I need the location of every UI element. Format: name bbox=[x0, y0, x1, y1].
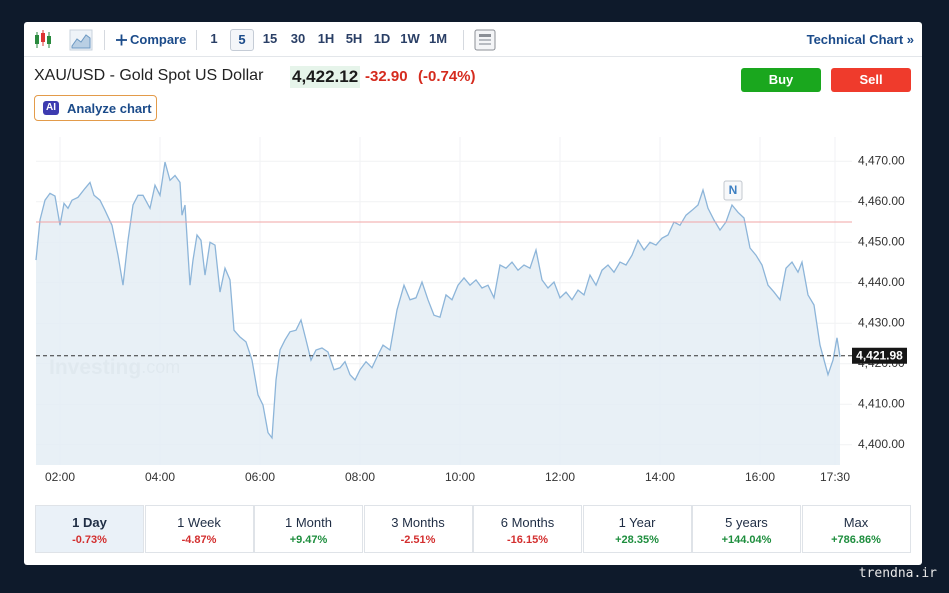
y-tick-label: 4,430.00 bbox=[858, 315, 905, 329]
toolbar-separator bbox=[196, 30, 197, 50]
period-change: +9.47% bbox=[289, 534, 328, 546]
x-tick-label: 12:00 bbox=[545, 470, 575, 484]
y-tick-label: 4,400.00 bbox=[858, 437, 905, 451]
x-tick-label: 14:00 bbox=[645, 470, 675, 484]
y-tick-label: 4,460.00 bbox=[858, 194, 905, 208]
period-label: 1 Day bbox=[72, 515, 107, 530]
x-tick-label: 04:00 bbox=[145, 470, 175, 484]
period-cell[interactable]: 1 Year +28.35% bbox=[582, 505, 692, 553]
last-price: 4,422.12 bbox=[290, 66, 361, 88]
interval-button[interactable]: 1 bbox=[210, 31, 218, 46]
toolbar-icons bbox=[24, 29, 922, 57]
period-cell[interactable]: Max +786.86% bbox=[801, 505, 911, 553]
interval-button[interactable]: 15 bbox=[262, 31, 278, 46]
analyze-chart-label: Analyze chart bbox=[67, 101, 152, 116]
price-area bbox=[36, 162, 840, 465]
interval-button[interactable]: 1H bbox=[317, 31, 335, 46]
interval-button[interactable]: 5H bbox=[345, 31, 363, 46]
toolbar-separator bbox=[463, 30, 464, 50]
period-change: +786.86% bbox=[831, 534, 881, 546]
news-marker bbox=[723, 180, 743, 201]
period-label: 5 years bbox=[725, 515, 768, 530]
ai-badge: AI bbox=[43, 101, 59, 115]
period-label: 1 Month bbox=[285, 515, 332, 530]
toolbar-separator bbox=[104, 30, 105, 50]
period-label: 3 Months bbox=[391, 515, 445, 530]
price-line bbox=[35, 161, 841, 440]
x-tick-label: 16:00 bbox=[745, 470, 775, 484]
technical-chart-link[interactable]: Technical Chart » bbox=[806, 32, 914, 47]
period-cell[interactable]: 6 Months -16.15% bbox=[473, 505, 582, 553]
x-tick-label: 10:00 bbox=[445, 470, 475, 484]
period-change: -2.51% bbox=[400, 534, 436, 546]
chart: 4,400.004,410.004,420.004,430.004,440.00… bbox=[35, 137, 907, 484]
x-tick-label: 08:00 bbox=[345, 470, 375, 484]
period-cell[interactable]: 1 Week -4.87% bbox=[144, 505, 254, 553]
last-price-label: 4,421.98 bbox=[856, 348, 903, 362]
compare-button[interactable]: Compare bbox=[130, 32, 187, 47]
period-cell[interactable]: 1 Day -0.73% bbox=[35, 505, 144, 553]
last-price-box bbox=[852, 347, 907, 364]
y-tick-label: 4,450.00 bbox=[858, 234, 905, 248]
instrument-title: XAU/USD - Gold Spot US Dollar bbox=[34, 67, 264, 84]
site-watermark: trendna.ir bbox=[858, 566, 937, 581]
period-cell[interactable]: 5 years +144.04% bbox=[692, 505, 801, 553]
period-cell[interactable]: 1 Month +9.47% bbox=[254, 505, 363, 553]
y-tick-label: 4,410.00 bbox=[858, 396, 905, 410]
compare-plus[interactable] bbox=[116, 34, 127, 46]
price-change-pct: (-0.74%) bbox=[418, 68, 476, 85]
area-icon[interactable] bbox=[69, 29, 93, 51]
period-change: +144.04% bbox=[721, 534, 772, 546]
period-cell[interactable]: 3 Months -2.51% bbox=[363, 505, 473, 553]
y-tick-label: 4,440.00 bbox=[858, 275, 905, 289]
x-tick-label: 02:00 bbox=[45, 470, 75, 484]
period-change: +28.35% bbox=[615, 534, 659, 546]
period-label: Max bbox=[843, 515, 869, 530]
layout-icon[interactable] bbox=[474, 29, 496, 51]
x-tick-label: 17:30 bbox=[820, 470, 850, 484]
interval-button[interactable]: 5 bbox=[230, 29, 254, 51]
y-tick-label: 4,470.00 bbox=[858, 153, 905, 167]
interval-button[interactable]: 1D bbox=[373, 31, 391, 46]
period-change: -0.73% bbox=[72, 534, 107, 546]
candlestick-icon[interactable] bbox=[35, 30, 51, 48]
period-label: 1 Week bbox=[177, 515, 221, 530]
analyze-chart-button[interactable]: AI Analyze chart bbox=[34, 95, 157, 121]
interval-button[interactable]: 30 bbox=[290, 31, 306, 46]
period-change: -4.87% bbox=[181, 534, 217, 546]
period-change: -16.15% bbox=[507, 534, 548, 546]
interval-button[interactable]: 1W bbox=[400, 31, 420, 46]
sell-button[interactable]: Sell bbox=[831, 68, 911, 92]
news-marker-label: N bbox=[729, 183, 738, 197]
price-change: -32.90 bbox=[365, 68, 408, 85]
period-label: 1 Year bbox=[618, 515, 656, 530]
buy-button[interactable]: Buy bbox=[741, 68, 821, 92]
interval-button[interactable]: 1M bbox=[428, 31, 448, 46]
x-tick-label: 06:00 bbox=[245, 470, 275, 484]
period-label: 6 Months bbox=[500, 515, 555, 530]
